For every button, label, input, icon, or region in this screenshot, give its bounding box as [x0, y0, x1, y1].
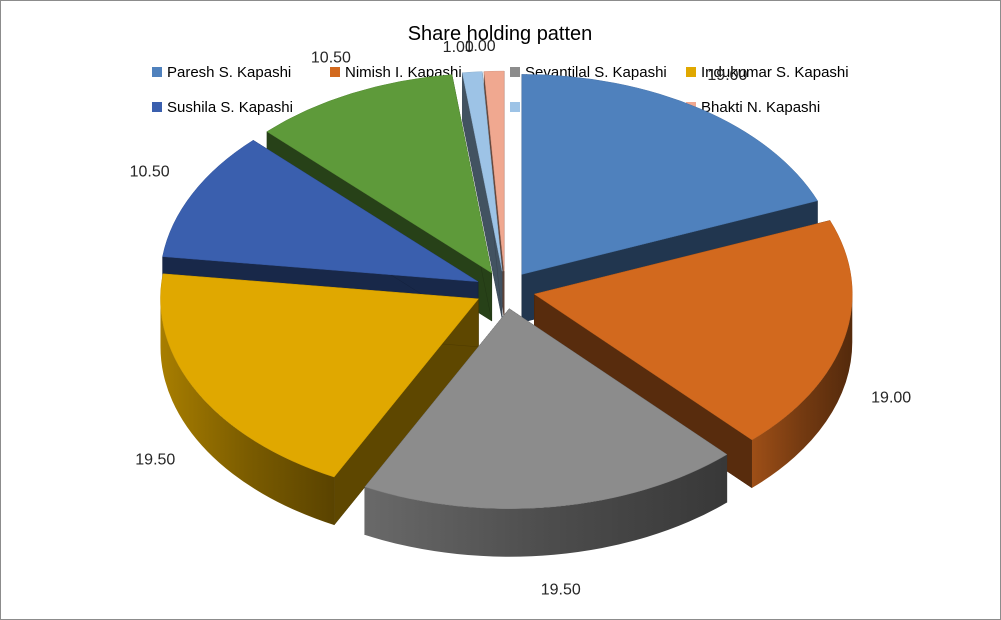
legend-swatch [510, 67, 520, 77]
data-labels: 19.00 19.00 19.50 19.50 10.50 10.50 1.001.00 [130, 38, 912, 598]
slice-top [483, 70, 505, 272]
slice-outer-wall [751, 294, 853, 488]
data-label-nandini-p-kapashi: 1.00 [443, 39, 474, 56]
legend-swatch [510, 102, 520, 112]
legend-label: Bhakti N. Kapashi [701, 99, 820, 116]
legend-label: Indukumar S. Kapashi [701, 64, 849, 81]
legend-swatch [330, 67, 340, 77]
legend-item-indukumar-s-kapashi: Indukumar S. Kapashi [686, 64, 849, 81]
legend-label: Paresh S. Kapashi [167, 64, 291, 81]
pie-slice-sevantilal-s-kapashi [364, 308, 728, 557]
slice-top [266, 74, 493, 274]
legend-swatch [152, 67, 162, 77]
data-label-nimish-i-kapashi: 19.00 [871, 389, 911, 406]
chart-title: Share holding patten [408, 23, 593, 45]
legend-item-sushila-s-kapashi: Sushila S. Kapashi [152, 99, 293, 116]
slice-top [533, 220, 853, 441]
slice-top [364, 308, 728, 509]
legend-label: Sushila S. Kapashi [167, 99, 293, 116]
slice-top [162, 139, 479, 282]
slice-top [521, 74, 818, 275]
data-label-nitina-i-kapashi: 10.50 [311, 49, 351, 66]
legend-swatch [152, 102, 162, 112]
slice-top [160, 273, 479, 478]
legend-swatch [686, 67, 696, 77]
pie-slice-nandini-p-kapashi [462, 71, 503, 320]
pie [160, 70, 853, 557]
legend-item-paresh-s-kapashi: Paresh S. Kapashi [152, 64, 291, 81]
data-label-sevantilal-s-kapashi: 19.50 [541, 581, 581, 598]
slice-top [462, 71, 503, 272]
data-label-indukumar-s-kapashi: 19.50 [135, 451, 175, 468]
data-label-sushila-s-kapashi: 10.50 [130, 163, 170, 180]
slice-outer-wall [160, 298, 335, 526]
pie-slice-indukumar-s-kapashi [160, 273, 479, 526]
slice-outer-wall [364, 454, 727, 557]
data-label-paresh-s-kapashi: 19.00 [707, 67, 747, 84]
data-label-bhakti-n-kapashi: 1.00 [464, 38, 495, 55]
